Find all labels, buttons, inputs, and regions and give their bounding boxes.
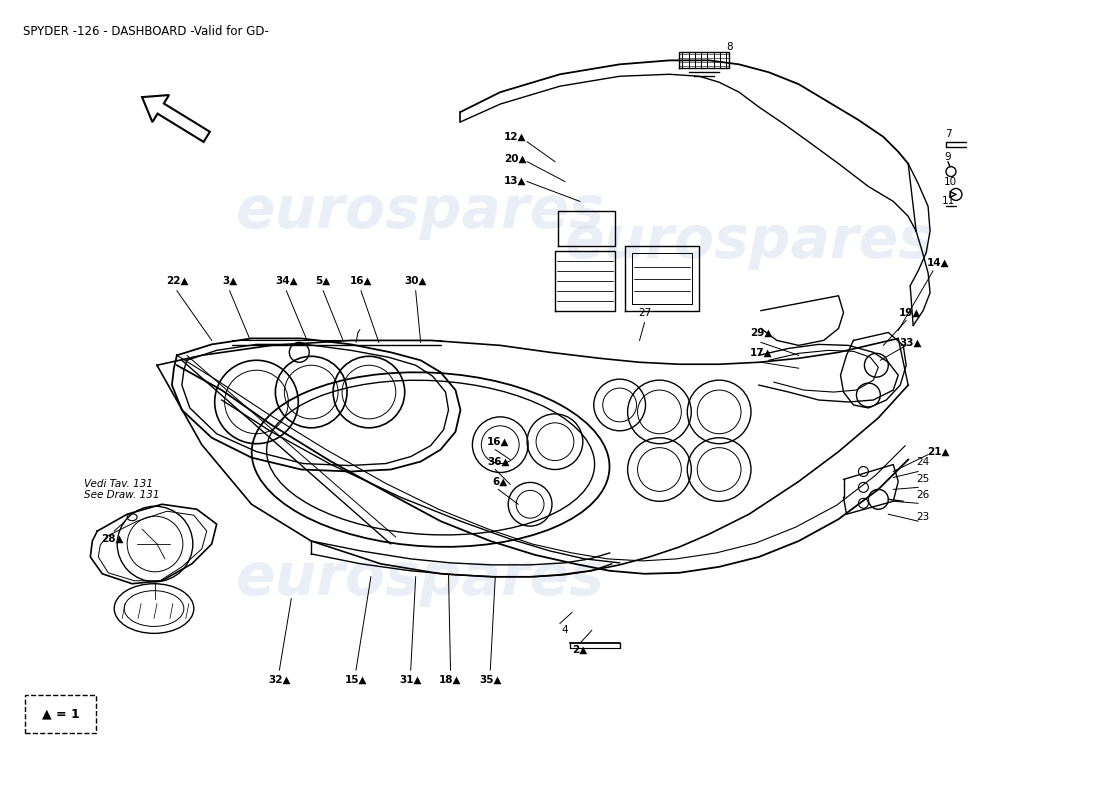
Text: 36▲: 36▲ xyxy=(487,457,509,466)
Text: 12▲: 12▲ xyxy=(504,132,527,142)
Text: 16▲: 16▲ xyxy=(350,276,372,286)
Text: 27: 27 xyxy=(638,308,651,318)
Text: eurospares: eurospares xyxy=(564,213,934,270)
Text: 16▲: 16▲ xyxy=(487,437,509,446)
Text: 26: 26 xyxy=(916,490,930,500)
Text: SPYDER -126 - DASHBOARD -Valid for GD-: SPYDER -126 - DASHBOARD -Valid for GD- xyxy=(23,25,268,38)
FancyBboxPatch shape xyxy=(24,695,97,733)
Text: 8: 8 xyxy=(726,42,733,53)
Text: 21▲: 21▲ xyxy=(927,446,949,457)
Text: 29▲: 29▲ xyxy=(750,327,772,338)
Text: 13▲: 13▲ xyxy=(504,175,527,186)
Text: 23: 23 xyxy=(916,512,930,522)
Text: ▲ = 1: ▲ = 1 xyxy=(42,707,79,720)
Text: 32▲: 32▲ xyxy=(268,675,290,685)
Text: 6▲: 6▲ xyxy=(493,477,508,486)
Text: eurospares: eurospares xyxy=(236,183,605,240)
Text: 35▲: 35▲ xyxy=(480,675,502,685)
Text: 2▲: 2▲ xyxy=(572,646,587,655)
Text: 5▲: 5▲ xyxy=(316,276,331,286)
Text: 9: 9 xyxy=(945,152,952,162)
FancyArrow shape xyxy=(142,95,210,142)
Text: 19▲: 19▲ xyxy=(899,308,922,318)
Text: 20▲: 20▲ xyxy=(504,154,527,164)
Text: 15▲: 15▲ xyxy=(344,675,367,685)
Text: 31▲: 31▲ xyxy=(399,675,422,685)
Text: 28▲: 28▲ xyxy=(101,534,123,544)
Text: 18▲: 18▲ xyxy=(439,675,462,685)
Text: 17▲: 17▲ xyxy=(749,347,772,358)
Text: eurospares: eurospares xyxy=(236,550,605,607)
Text: 22▲: 22▲ xyxy=(166,276,188,286)
Text: 25: 25 xyxy=(916,474,930,485)
Text: 30▲: 30▲ xyxy=(405,276,427,286)
Text: 34▲: 34▲ xyxy=(275,276,298,286)
Text: 33▲: 33▲ xyxy=(899,338,922,347)
Text: 24: 24 xyxy=(916,457,930,466)
Text: 3▲: 3▲ xyxy=(222,276,238,286)
Text: 10: 10 xyxy=(944,177,957,186)
Text: 7: 7 xyxy=(945,129,952,139)
Text: 4: 4 xyxy=(562,626,569,635)
Text: Vedi Tav. 131
See Draw. 131: Vedi Tav. 131 See Draw. 131 xyxy=(85,478,160,500)
Text: 14▲: 14▲ xyxy=(926,258,949,268)
Text: 11: 11 xyxy=(942,196,955,206)
